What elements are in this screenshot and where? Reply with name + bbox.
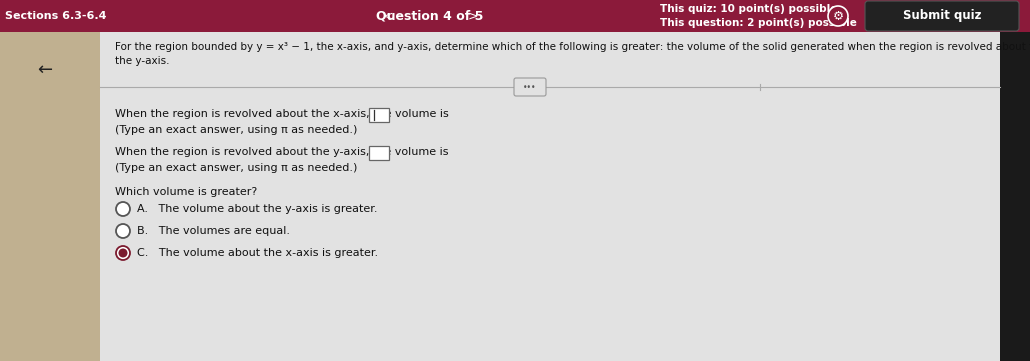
- Text: When the region is revolved about the y-axis, the volume is: When the region is revolved about the y-…: [115, 147, 448, 157]
- FancyBboxPatch shape: [514, 78, 546, 96]
- Circle shape: [116, 224, 130, 238]
- FancyBboxPatch shape: [370, 146, 389, 160]
- Text: (Type an exact answer, using π as needed.): (Type an exact answer, using π as needed…: [115, 163, 357, 173]
- FancyBboxPatch shape: [0, 32, 1030, 361]
- Text: B.   The volumes are equal.: B. The volumes are equal.: [137, 226, 290, 236]
- Text: This question: 2 point(s) possible: This question: 2 point(s) possible: [660, 18, 857, 28]
- Text: This quiz: 10 point(s) possible: This quiz: 10 point(s) possible: [660, 4, 837, 14]
- Text: A.   The volume about the y-axis is greater.: A. The volume about the y-axis is greate…: [137, 204, 378, 214]
- Text: Sections 6.3-6.4: Sections 6.3-6.4: [5, 11, 106, 21]
- Text: the y-axis.: the y-axis.: [115, 56, 170, 66]
- Text: >: >: [468, 9, 478, 22]
- Circle shape: [116, 246, 130, 260]
- Text: •••: •••: [523, 83, 537, 91]
- FancyBboxPatch shape: [0, 0, 1030, 32]
- Text: For the region bounded by y = x³ − 1, the x-axis, and y-axis, determine which of: For the region bounded by y = x³ − 1, th…: [115, 42, 1030, 52]
- Text: <: <: [383, 9, 393, 22]
- Text: Which volume is greater?: Which volume is greater?: [115, 187, 258, 197]
- FancyBboxPatch shape: [370, 108, 389, 122]
- Text: Submit quiz: Submit quiz: [902, 9, 982, 22]
- FancyBboxPatch shape: [1000, 32, 1030, 361]
- Circle shape: [828, 6, 848, 26]
- Text: (Type an exact answer, using π as needed.): (Type an exact answer, using π as needed…: [115, 125, 357, 135]
- FancyBboxPatch shape: [100, 32, 1000, 361]
- Text: C.   The volume about the x-axis is greater.: C. The volume about the x-axis is greate…: [137, 248, 378, 258]
- Text: ⚙: ⚙: [832, 9, 844, 22]
- Circle shape: [118, 248, 128, 257]
- Text: Question 4 of 5: Question 4 of 5: [376, 9, 484, 22]
- FancyBboxPatch shape: [0, 32, 100, 361]
- Circle shape: [116, 202, 130, 216]
- Text: When the region is revolved about the x-axis, the volume is: When the region is revolved about the x-…: [115, 109, 449, 119]
- FancyBboxPatch shape: [865, 1, 1019, 31]
- Text: ←: ←: [37, 61, 53, 79]
